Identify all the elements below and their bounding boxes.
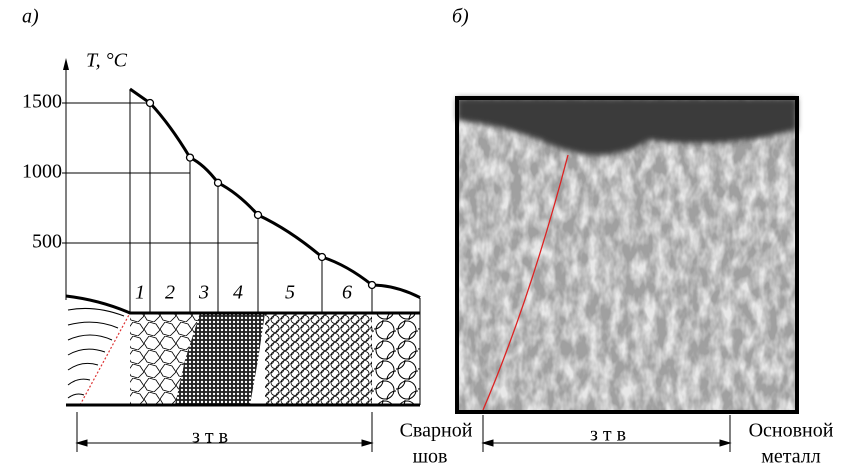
- plate: [65, 294, 421, 407]
- curve-point: [185, 153, 195, 162]
- y-tick-label: 1500: [22, 91, 62, 113]
- panel-label: б): [452, 6, 469, 28]
- curve-point: [145, 98, 155, 108]
- zone-number: 2: [165, 282, 175, 304]
- dimension-lines: [75, 412, 732, 452]
- panel-label: а): [22, 6, 39, 28]
- y-tick-label: 500: [32, 231, 62, 253]
- micrograph: [455, 96, 799, 414]
- base-label: Основной: [749, 420, 834, 442]
- curve-point: [367, 280, 377, 290]
- base-label: металл: [761, 446, 821, 467]
- weld-label: Сварной: [400, 420, 473, 442]
- zone-number: 5: [285, 282, 295, 304]
- zone-number: 3: [198, 282, 209, 304]
- zone-number: 4: [233, 282, 243, 304]
- curve-point: [317, 252, 327, 262]
- curve-point: [213, 178, 223, 187]
- haz-label: з т в: [590, 424, 626, 446]
- haz-label: з т в: [192, 426, 228, 448]
- axis-arrow: [63, 58, 69, 70]
- curve-point: [253, 210, 263, 220]
- zone-number: 6: [342, 282, 352, 304]
- y-tick-label: 1000: [22, 161, 62, 183]
- axis-label: T, °C: [86, 50, 128, 72]
- weld-label: шов: [413, 446, 448, 467]
- zone-number: 1: [135, 282, 145, 304]
- temperature-curve: [129, 87, 421, 299]
